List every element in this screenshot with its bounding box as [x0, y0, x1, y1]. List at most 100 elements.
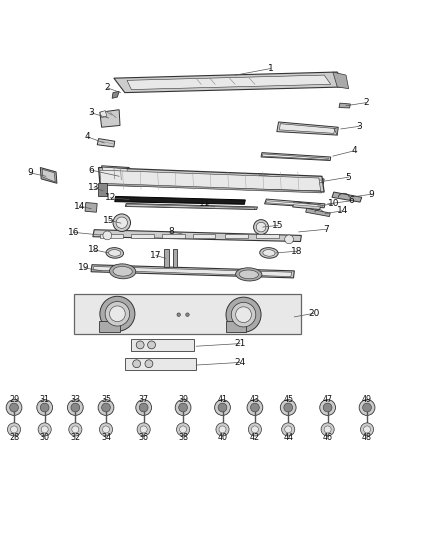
Circle shape [251, 426, 258, 433]
Text: 46: 46 [323, 433, 332, 442]
Circle shape [324, 426, 331, 433]
Circle shape [219, 426, 226, 433]
Circle shape [175, 400, 191, 415]
Polygon shape [127, 75, 331, 90]
Text: 9: 9 [368, 190, 374, 199]
Circle shape [285, 426, 292, 433]
Text: 31: 31 [40, 395, 49, 403]
Polygon shape [100, 233, 123, 238]
Polygon shape [42, 169, 55, 182]
Text: 15: 15 [272, 221, 284, 230]
Circle shape [137, 423, 150, 436]
Circle shape [6, 400, 22, 415]
Text: 48: 48 [362, 433, 372, 442]
Circle shape [72, 426, 79, 433]
Circle shape [177, 423, 190, 436]
Polygon shape [100, 183, 321, 193]
Text: 36: 36 [139, 433, 148, 442]
Text: 15: 15 [103, 215, 114, 224]
Polygon shape [126, 204, 255, 209]
Polygon shape [277, 122, 338, 135]
Circle shape [40, 403, 49, 412]
Text: 33: 33 [71, 395, 80, 403]
Text: 44: 44 [283, 433, 293, 442]
Polygon shape [257, 174, 324, 184]
Circle shape [37, 400, 53, 415]
Text: 3: 3 [88, 108, 94, 117]
Polygon shape [162, 233, 185, 238]
Text: 38: 38 [178, 433, 188, 442]
Text: 49: 49 [362, 395, 372, 403]
Circle shape [215, 400, 230, 415]
Text: 8: 8 [168, 228, 174, 237]
Circle shape [364, 426, 371, 433]
Text: 11: 11 [199, 199, 211, 208]
Circle shape [10, 403, 18, 412]
Polygon shape [97, 139, 115, 147]
Circle shape [179, 403, 187, 412]
Circle shape [226, 297, 261, 332]
Circle shape [254, 220, 268, 235]
Text: 6: 6 [348, 196, 354, 205]
Bar [125, 358, 196, 370]
Circle shape [110, 306, 125, 322]
Text: 30: 30 [40, 433, 49, 442]
Polygon shape [293, 201, 321, 209]
Polygon shape [112, 91, 119, 98]
Ellipse shape [109, 249, 121, 256]
Polygon shape [102, 166, 131, 181]
Polygon shape [93, 266, 292, 277]
Polygon shape [265, 201, 323, 207]
Circle shape [102, 403, 110, 412]
Text: 29: 29 [9, 395, 19, 403]
Ellipse shape [106, 248, 124, 258]
Text: 7: 7 [323, 225, 329, 234]
Circle shape [236, 307, 251, 322]
Circle shape [67, 400, 83, 415]
Circle shape [282, 423, 295, 436]
Polygon shape [173, 249, 177, 267]
Circle shape [136, 341, 144, 349]
Text: 20: 20 [308, 309, 319, 318]
Text: 5: 5 [346, 173, 352, 182]
Ellipse shape [239, 270, 258, 279]
Polygon shape [131, 233, 154, 238]
Circle shape [280, 400, 296, 415]
Circle shape [177, 313, 180, 317]
Polygon shape [93, 230, 301, 241]
Text: 42: 42 [250, 433, 260, 442]
Text: 4: 4 [351, 147, 357, 155]
Ellipse shape [236, 268, 262, 281]
Circle shape [256, 222, 266, 232]
Polygon shape [334, 127, 338, 135]
Circle shape [284, 403, 293, 412]
Polygon shape [40, 167, 57, 183]
Circle shape [321, 423, 334, 436]
Text: 47: 47 [322, 395, 333, 403]
Circle shape [360, 423, 374, 436]
Circle shape [105, 302, 130, 326]
Text: 21: 21 [234, 339, 246, 348]
Circle shape [71, 403, 80, 412]
Text: 13: 13 [88, 183, 100, 192]
Circle shape [103, 231, 112, 240]
Polygon shape [114, 72, 346, 93]
Text: 43: 43 [250, 395, 260, 403]
Ellipse shape [263, 249, 275, 256]
Circle shape [320, 400, 336, 415]
Circle shape [323, 403, 332, 412]
Polygon shape [164, 249, 169, 267]
Text: 17: 17 [150, 251, 162, 260]
Circle shape [139, 403, 148, 412]
Text: 40: 40 [218, 433, 227, 442]
Text: 18: 18 [88, 245, 100, 254]
Polygon shape [91, 265, 294, 278]
Polygon shape [279, 124, 335, 133]
Polygon shape [332, 192, 362, 202]
Circle shape [140, 426, 147, 433]
Polygon shape [262, 154, 328, 159]
Circle shape [41, 426, 48, 433]
Circle shape [102, 426, 110, 433]
Polygon shape [265, 199, 325, 208]
Text: 2: 2 [105, 83, 110, 92]
